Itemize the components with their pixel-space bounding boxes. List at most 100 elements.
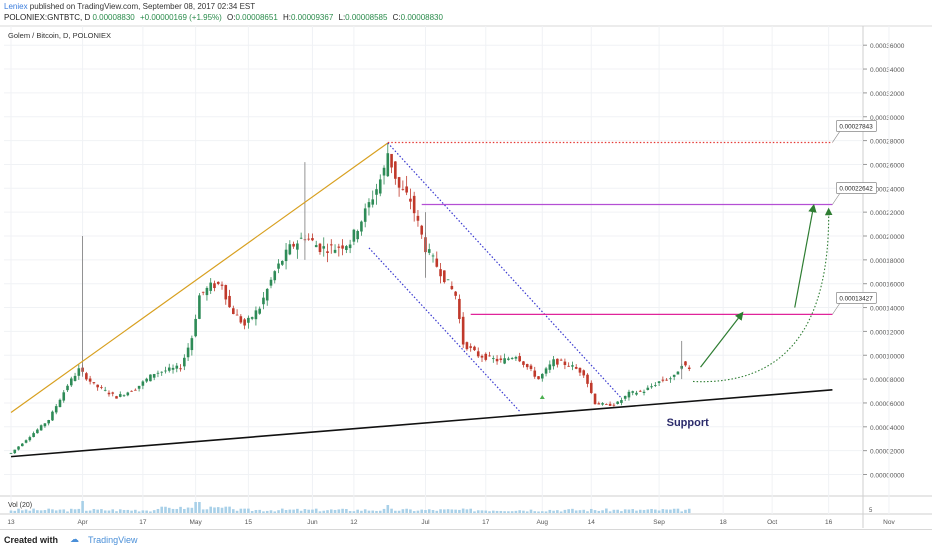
tradingview-logo-icon[interactable]: ☁ <box>70 534 79 544</box>
volume-bar <box>232 509 235 513</box>
volume-bar <box>484 510 488 513</box>
volume-bar <box>250 511 254 513</box>
candle-body <box>631 391 635 393</box>
candle-body <box>412 195 416 214</box>
candle-body <box>522 361 525 365</box>
volume-bar <box>51 509 54 513</box>
label-pointer <box>832 192 841 205</box>
candle-body <box>92 382 96 384</box>
volume-bar <box>420 509 424 513</box>
volume-bar <box>431 510 435 513</box>
volume-bar <box>563 509 567 513</box>
x-tick-label: 16 <box>825 519 833 526</box>
volume-bar <box>665 509 668 513</box>
volume-bar <box>318 511 322 513</box>
volume-bar <box>620 511 623 513</box>
close-value: 0.00008830 <box>400 13 443 22</box>
y-tick-label: 0.00028000 <box>870 139 905 146</box>
volume-bar <box>228 506 231 513</box>
high-value: 0.00009367 <box>291 13 334 22</box>
x-tick-label: 13 <box>7 519 15 526</box>
y-tick-label: 0.00026000 <box>870 162 905 169</box>
candle-body <box>507 358 510 360</box>
ohlc-line: POLONIEX:GNTBTC, D 0.00008830 +0.0000016… <box>4 13 446 22</box>
volume-bar <box>280 508 284 513</box>
volume-bar <box>171 508 175 513</box>
candle-body <box>360 221 363 232</box>
volume-bar <box>9 510 13 513</box>
candle-body <box>115 396 118 399</box>
candle-body <box>96 384 99 388</box>
x-tick-label: 14 <box>588 519 596 526</box>
volume-bar <box>47 508 50 513</box>
candle-body <box>100 387 103 389</box>
footer: Created with ☁ TradingView <box>0 529 932 551</box>
y-tick-label: 0.00012000 <box>870 329 905 336</box>
volume-bar <box>152 510 156 513</box>
volume-bar <box>589 508 593 513</box>
candle-body <box>439 269 442 277</box>
candle-body <box>277 263 280 269</box>
y-tick-label: 0.00004000 <box>870 425 905 432</box>
volume-bar <box>216 507 220 513</box>
volume-bar <box>220 507 224 513</box>
volume-bar <box>492 510 495 513</box>
volume-bar <box>137 511 141 513</box>
candle-body <box>529 365 533 370</box>
candle-body <box>386 153 390 177</box>
volume-bar <box>593 510 597 513</box>
candle-body <box>62 392 66 401</box>
candle-body <box>85 373 88 380</box>
candle-body <box>314 245 318 248</box>
tradingview-brand[interactable]: TradingView <box>88 535 138 545</box>
candle-body <box>518 356 521 362</box>
volume-bar <box>397 510 401 513</box>
price-chart[interactable]: 0.00036000 0.00034000 0.00032000 0.00030000… <box>0 0 932 529</box>
candle-body <box>661 379 665 381</box>
volume-bar <box>642 509 646 513</box>
volume-bar <box>149 511 152 513</box>
candle-body <box>578 367 582 373</box>
y-tick-label: 0.00024000 <box>870 186 905 193</box>
support-annotation: Support <box>667 417 709 429</box>
volume-bar <box>130 510 133 513</box>
volume-bar <box>465 509 469 513</box>
volume-bar <box>631 509 635 513</box>
y-tick-label: 0.00010000 <box>870 353 905 360</box>
volume-bar <box>32 508 35 513</box>
volume-bar <box>345 509 348 513</box>
candle-body <box>623 395 627 399</box>
candle-body <box>239 316 243 323</box>
volume-bar <box>54 510 58 513</box>
candle-body <box>571 365 574 367</box>
volume-bar <box>552 510 555 513</box>
volume-bar <box>167 507 171 513</box>
volume-bar <box>28 510 32 513</box>
y-tick-label: 0.00014000 <box>870 306 905 313</box>
volume-bar <box>623 509 627 513</box>
author-link[interactable]: Leniex <box>4 2 28 11</box>
candle-body <box>118 394 122 397</box>
candle-body <box>122 395 126 397</box>
forecast-curve-arrow <box>692 207 833 383</box>
volume-bar <box>540 511 544 513</box>
candle-body <box>454 291 457 296</box>
level-label-text: 0.00027843 <box>839 123 873 130</box>
volume-bar <box>24 509 28 513</box>
candle-body <box>141 381 145 386</box>
candle-body <box>503 358 506 364</box>
volume-bar <box>118 509 122 513</box>
volume-bar <box>578 510 582 513</box>
x-tick-label: Sep <box>653 519 665 526</box>
volume-bar <box>608 511 612 513</box>
volume-bar <box>21 510 24 513</box>
volume-bar <box>307 509 310 513</box>
volume-bar <box>514 510 518 513</box>
candle-body <box>525 364 529 368</box>
candle-body <box>273 271 277 281</box>
candle-body <box>533 370 537 377</box>
volume-bar <box>58 509 62 513</box>
volume-bar <box>533 511 537 513</box>
y-tick-label: 0.00030000 <box>870 115 905 122</box>
volume-bar <box>341 508 344 513</box>
